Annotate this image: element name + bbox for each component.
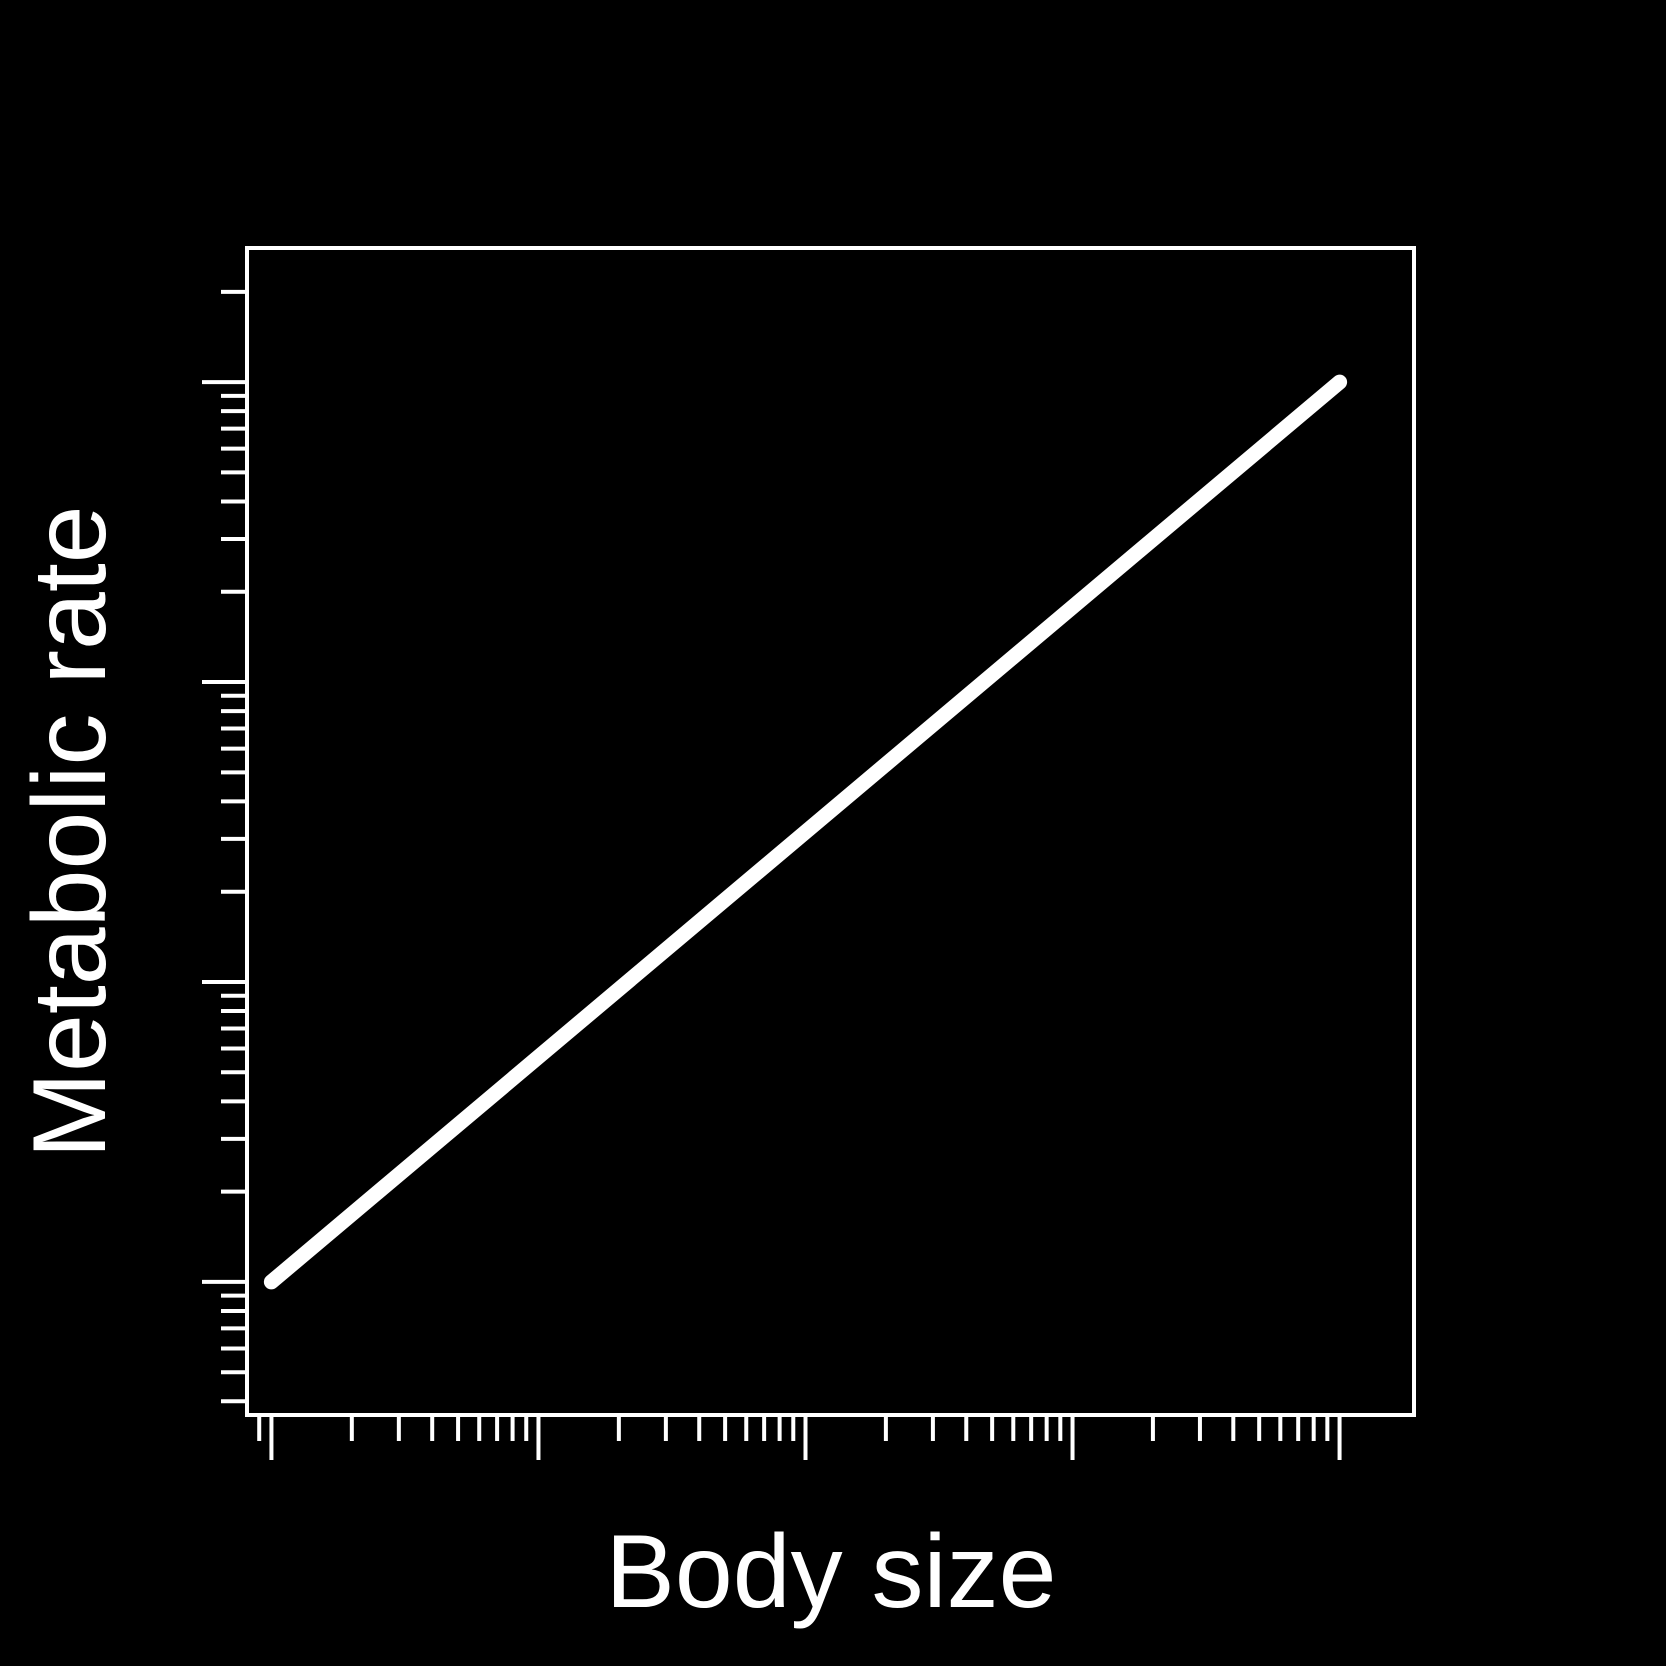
series-line-0: [263, 374, 1348, 1290]
plot-frame: [245, 246, 1416, 1417]
series-layer: [263, 374, 1348, 1290]
y-axis-label: Metabolic rate: [12, 505, 128, 1158]
x-axis-label: Body size: [606, 1514, 1057, 1630]
x-axis-ticks: [257, 1415, 1342, 1460]
y-axis-ticks: [202, 289, 247, 1404]
